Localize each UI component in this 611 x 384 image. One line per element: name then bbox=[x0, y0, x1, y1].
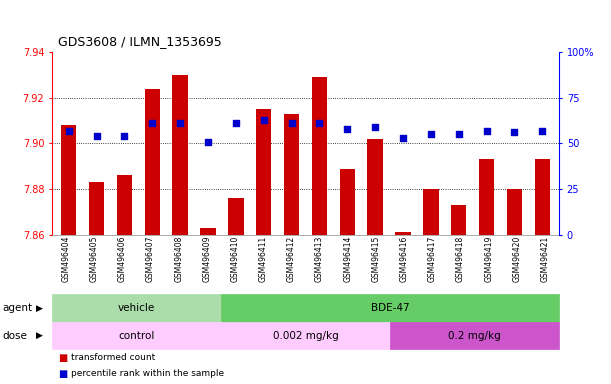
Text: GSM496406: GSM496406 bbox=[118, 236, 127, 282]
Point bbox=[538, 127, 547, 134]
Text: GSM496420: GSM496420 bbox=[512, 236, 521, 282]
Point bbox=[481, 127, 491, 134]
Point bbox=[64, 127, 73, 134]
Text: GSM496415: GSM496415 bbox=[371, 236, 381, 282]
Point bbox=[92, 133, 101, 139]
Bar bbox=[479, 159, 494, 235]
Text: 0.2 mg/kg: 0.2 mg/kg bbox=[448, 331, 501, 341]
Point bbox=[147, 120, 157, 126]
Text: dose: dose bbox=[2, 331, 27, 341]
Text: GSM496417: GSM496417 bbox=[428, 236, 437, 282]
Text: GSM496418: GSM496418 bbox=[456, 236, 465, 282]
Point bbox=[342, 126, 352, 132]
Text: GDS3608 / ILMN_1353695: GDS3608 / ILMN_1353695 bbox=[58, 35, 222, 48]
Text: ■: ■ bbox=[58, 353, 67, 362]
Text: GSM496419: GSM496419 bbox=[484, 236, 493, 282]
Point bbox=[175, 120, 185, 126]
Bar bbox=[423, 189, 439, 235]
Text: GSM496407: GSM496407 bbox=[146, 236, 155, 282]
Text: GSM496408: GSM496408 bbox=[174, 236, 183, 282]
Point bbox=[287, 120, 296, 126]
Text: BDE-47: BDE-47 bbox=[371, 303, 409, 313]
Text: control: control bbox=[119, 331, 155, 341]
Text: GSM496414: GSM496414 bbox=[343, 236, 353, 282]
Text: ■: ■ bbox=[58, 369, 67, 379]
Text: ▶: ▶ bbox=[36, 303, 43, 313]
Bar bbox=[312, 77, 327, 235]
Point bbox=[231, 120, 241, 126]
Bar bbox=[284, 114, 299, 235]
Point bbox=[370, 124, 380, 130]
Text: GSM496410: GSM496410 bbox=[230, 236, 240, 282]
Text: percentile rank within the sample: percentile rank within the sample bbox=[71, 369, 225, 378]
Bar bbox=[395, 232, 411, 235]
Bar bbox=[507, 189, 522, 235]
Bar bbox=[89, 182, 104, 235]
Point bbox=[454, 131, 464, 137]
Point bbox=[398, 135, 408, 141]
Text: agent: agent bbox=[2, 303, 32, 313]
Point bbox=[120, 133, 130, 139]
Text: GSM496411: GSM496411 bbox=[258, 236, 268, 282]
Text: GSM496409: GSM496409 bbox=[202, 236, 211, 282]
Bar bbox=[367, 139, 383, 235]
Point bbox=[315, 120, 324, 126]
Bar bbox=[340, 169, 355, 235]
Bar bbox=[451, 205, 466, 235]
Bar bbox=[145, 89, 160, 235]
Text: GSM496413: GSM496413 bbox=[315, 236, 324, 282]
Point bbox=[259, 117, 269, 123]
Text: GSM496421: GSM496421 bbox=[541, 236, 549, 282]
Point bbox=[426, 131, 436, 137]
Bar bbox=[535, 159, 550, 235]
Text: 0.002 mg/kg: 0.002 mg/kg bbox=[273, 331, 338, 341]
Bar bbox=[256, 109, 271, 235]
Bar bbox=[61, 125, 76, 235]
Point bbox=[510, 129, 519, 136]
Text: GSM496412: GSM496412 bbox=[287, 236, 296, 282]
Bar bbox=[117, 175, 132, 235]
Point bbox=[203, 139, 213, 145]
Bar bbox=[228, 198, 244, 235]
Bar bbox=[200, 228, 216, 235]
Text: vehicle: vehicle bbox=[118, 303, 155, 313]
Text: transformed count: transformed count bbox=[71, 353, 156, 362]
Bar bbox=[172, 75, 188, 235]
Text: GSM496416: GSM496416 bbox=[400, 236, 409, 282]
Text: ▶: ▶ bbox=[36, 331, 43, 340]
Text: GSM496404: GSM496404 bbox=[62, 236, 70, 282]
Text: GSM496405: GSM496405 bbox=[90, 236, 99, 282]
